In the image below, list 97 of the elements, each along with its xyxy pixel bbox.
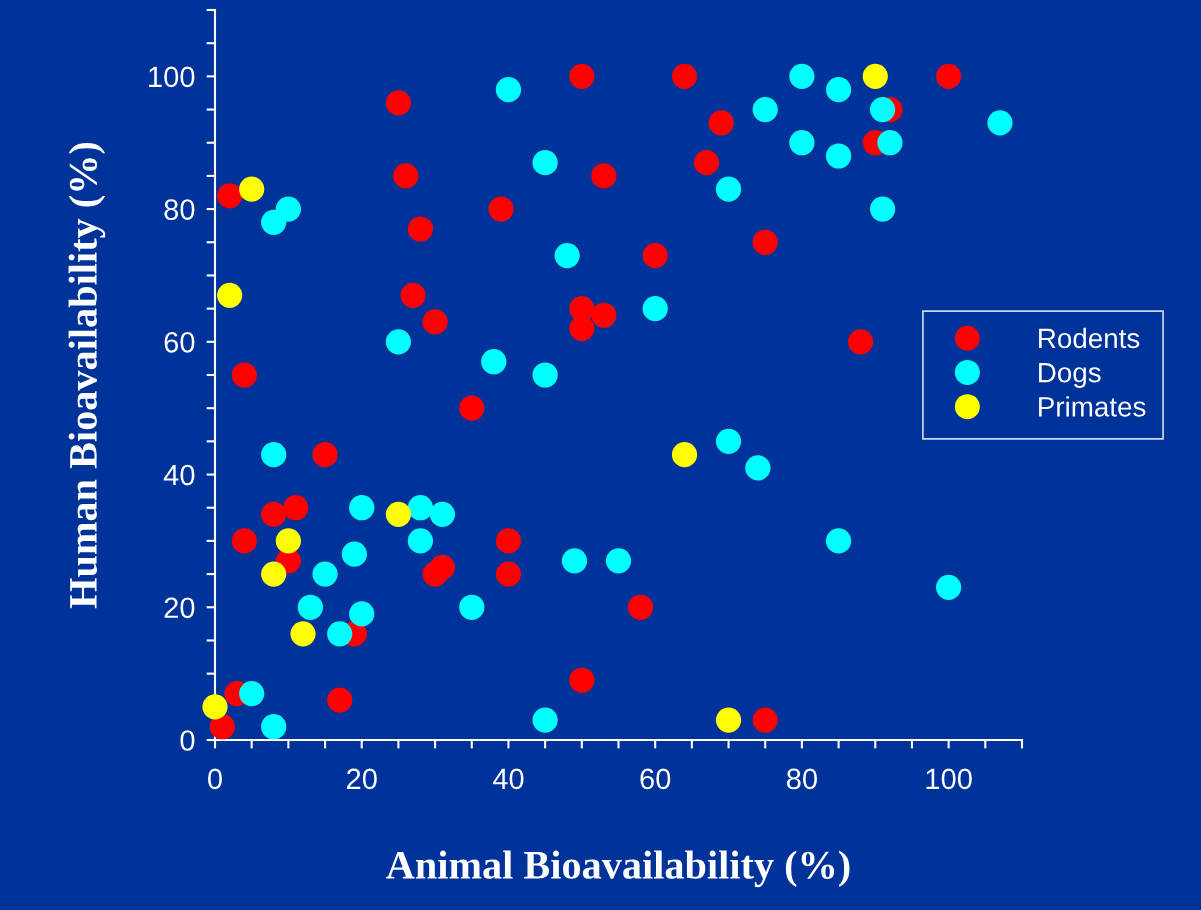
point [385, 90, 412, 116]
y-tick-label: 60 [164, 332, 195, 353]
point [825, 143, 852, 169]
point [275, 528, 301, 554]
point [429, 554, 456, 581]
point [327, 621, 353, 647]
point [385, 501, 412, 527]
point [239, 680, 265, 707]
point [671, 63, 698, 89]
point [569, 667, 595, 693]
point [715, 707, 742, 733]
point [642, 242, 668, 269]
point [554, 242, 580, 269]
point [987, 110, 1013, 136]
point [495, 561, 522, 587]
point [495, 77, 522, 103]
legend-label: Dogs [1039, 363, 1101, 388]
point [422, 309, 448, 335]
point [789, 63, 815, 89]
point [752, 707, 778, 733]
point [400, 282, 426, 308]
point [217, 282, 243, 308]
point [290, 621, 316, 647]
x-tick-label: 100 [926, 768, 972, 790]
point [407, 216, 434, 242]
x-axis-title: Animal Bioavailability (%) [386, 850, 850, 888]
point [591, 163, 617, 189]
point [481, 349, 507, 375]
point [708, 110, 734, 136]
x-tick-label: 20 [346, 768, 377, 790]
point [429, 501, 456, 527]
point [261, 442, 287, 468]
point [605, 548, 632, 574]
point [349, 495, 375, 521]
x-tick-label: 40 [492, 768, 524, 790]
point [209, 714, 235, 740]
point [877, 130, 903, 156]
x-tick-label: 0 [208, 768, 222, 790]
point [327, 687, 353, 713]
y-tick-label: 20 [164, 597, 195, 619]
y-axis-title: Human Bioavailability (%) [68, 142, 106, 609]
point [936, 63, 962, 89]
y-tick-label: 40 [163, 464, 195, 486]
x-tick-label: 60 [640, 768, 671, 790]
point [231, 362, 257, 388]
point [349, 601, 375, 627]
point [642, 296, 668, 322]
x-tick-label: 80 [786, 768, 817, 790]
point [869, 96, 896, 123]
point [459, 395, 485, 421]
y-tick-label: 0 [180, 730, 195, 751]
point [261, 501, 287, 527]
point [297, 594, 323, 620]
point [202, 694, 228, 720]
point [671, 442, 698, 468]
point [752, 229, 778, 255]
point [847, 329, 874, 355]
point [532, 707, 558, 733]
point [532, 362, 558, 388]
point [569, 63, 595, 89]
point [561, 548, 588, 574]
point [869, 196, 896, 222]
point [385, 329, 412, 355]
point [341, 541, 368, 567]
point [217, 183, 243, 209]
point [532, 150, 558, 176]
point [715, 176, 742, 202]
point [693, 150, 720, 176]
point [312, 561, 338, 587]
point [936, 574, 962, 600]
y-tick-label: 100 [149, 66, 195, 88]
point [312, 442, 338, 468]
point [715, 428, 742, 454]
point [569, 315, 595, 342]
point [261, 714, 287, 740]
legend-label: Primates [1039, 396, 1146, 417]
point [789, 130, 815, 156]
point [591, 302, 617, 328]
point [862, 63, 888, 89]
point [627, 594, 654, 620]
point [495, 528, 522, 554]
point [825, 77, 852, 103]
legend-label: Rodents [1039, 327, 1140, 349]
point [745, 455, 771, 481]
point [752, 96, 778, 123]
point [261, 561, 287, 587]
point [407, 495, 434, 521]
point [393, 163, 419, 189]
point [275, 196, 301, 222]
point [459, 594, 485, 620]
point [407, 528, 434, 554]
y-tick-label: 80 [164, 199, 195, 220]
point [283, 495, 309, 521]
point [825, 528, 852, 554]
point [488, 196, 514, 222]
point [239, 176, 265, 202]
point [231, 528, 257, 554]
